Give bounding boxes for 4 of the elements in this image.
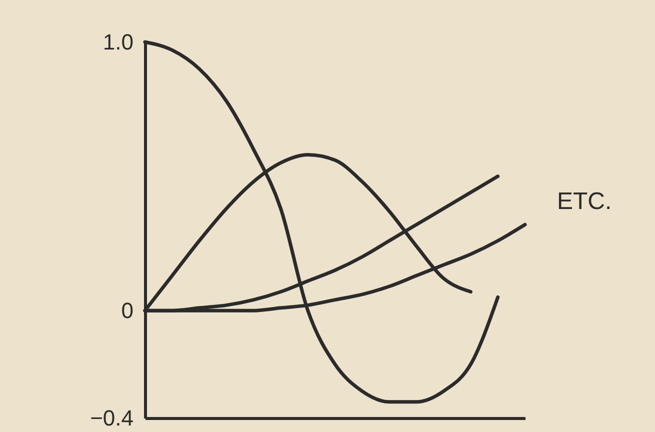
y-tick-label: 1.0 (102, 30, 134, 54)
y-tick-label: 0 (121, 298, 134, 324)
text: ETC. (557, 188, 612, 215)
y-tick-label: −0.4 (90, 406, 134, 430)
